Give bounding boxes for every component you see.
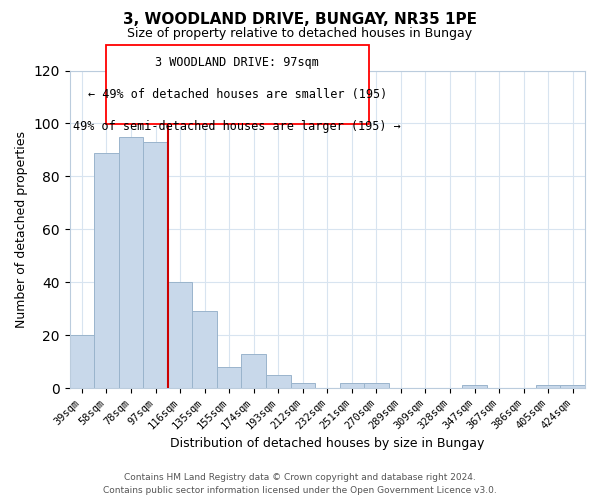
Bar [94,152,119,388]
Bar [70,335,94,388]
Text: ← 49% of detached houses are smaller (195): ← 49% of detached houses are smaller (19… [88,88,387,101]
Text: 49% of semi-detached houses are larger (195) →: 49% of semi-detached houses are larger (… [73,120,401,132]
Y-axis label: Number of detached properties: Number of detached properties [15,131,28,328]
Bar [143,142,168,388]
Text: Contains public sector information licensed under the Open Government Licence v3: Contains public sector information licen… [103,486,497,495]
Text: 3 WOODLAND DRIVE: 97sqm: 3 WOODLAND DRIVE: 97sqm [155,56,319,69]
Text: Contains HM Land Registry data © Crown copyright and database right 2024.: Contains HM Land Registry data © Crown c… [124,474,476,482]
Bar [340,383,364,388]
Text: 3, WOODLAND DRIVE, BUNGAY, NR35 1PE: 3, WOODLAND DRIVE, BUNGAY, NR35 1PE [123,12,477,28]
FancyBboxPatch shape [106,45,368,124]
Bar [119,136,143,388]
X-axis label: Distribution of detached houses by size in Bungay: Distribution of detached houses by size … [170,437,485,450]
Bar [462,386,487,388]
Bar [217,367,241,388]
Bar [536,386,560,388]
Bar [193,312,217,388]
Text: Size of property relative to detached houses in Bungay: Size of property relative to detached ho… [127,28,473,40]
Bar [241,354,266,388]
Bar [266,375,290,388]
Bar [168,282,193,388]
Bar [364,383,389,388]
Bar [560,386,585,388]
Bar [290,383,315,388]
